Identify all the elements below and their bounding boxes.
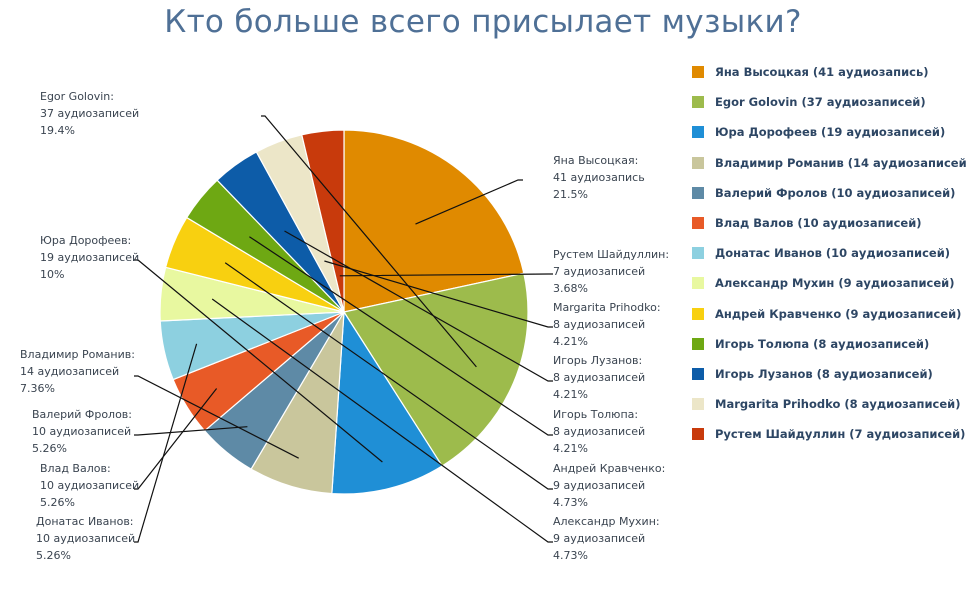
pie-callout-labels: Яна Высоцкая: 41 аудиозапись 21.5% Egor Gol… — [20, 90, 669, 562]
legend-label: Рустем Шайдуллин (7 аудиозаписей) — [715, 427, 966, 442]
pie-chart: Яна Высоцкая: 41 аудиозапись 21.5% Egor Gol… — [20, 90, 669, 562]
chart-title: Кто больше всего присылает музыки? — [164, 4, 802, 40]
legend-label: Яна Высоцкая (41 аудиозапись) — [715, 65, 929, 79]
leader-line-egor-golovin — [261, 115, 477, 368]
legend-label: Донатас Иванов (10 аудиозаписей) — [715, 246, 951, 261]
leader-line-влад-валов — [134, 388, 218, 490]
legend-label: Юра Дорофеев (19 аудиозаписей) — [715, 125, 946, 140]
legend-swatch — [692, 247, 704, 260]
legend-label: Валерий Фролов (10 аудиозаписей) — [715, 185, 956, 200]
legend-label: Александр Мухин (9 аудиозаписей) — [715, 276, 955, 291]
callout-label-александр-мухин: Александр Мухин: 9 аудиозаписей 4.73% — [553, 515, 660, 562]
callout-label-юра-дорофеев: Юра Дорофеев: 19 аудиозаписей 10% — [40, 234, 139, 281]
legend-label: Игорь Толюпа (8 аудиозаписей) — [715, 336, 930, 351]
legend-item-андрей-кравченко: Андрей Кравченко (9 аудиозаписей) — [690, 304, 966, 334]
legend-swatch — [692, 96, 704, 109]
legend-swatch — [692, 66, 704, 78]
pie-slice-egor-golovin — [343, 272, 529, 467]
leader-line-рустем-шайдуллин — [339, 273, 553, 277]
callout-label-яна-высоцкая: Яна Высоцкая: 41 аудиозапись 21.5% — [553, 154, 645, 201]
callout-label-андрей-кравченко: Андрей Кравченко: 9 аудиозаписей 4.73% — [553, 462, 665, 509]
legend-item-юра-дорофеев: Юра Дорофеев (19 аудиозаписей) — [690, 122, 966, 152]
callout-label-margarita-prihodko: Margarita Prihodko: 8 аудиозаписей 4.21% — [553, 301, 661, 348]
legend-swatch — [692, 126, 704, 139]
callout-label-игорь-толюпа: Игорь Толюпа: 8 аудиозаписей 4.21% — [553, 408, 645, 455]
legend-item-игорь-толюпа: Игорь Толюпа (8 аудиозаписей) — [690, 334, 966, 364]
legend-item-egor-golovin: Egor Golovin (37 аудиозаписей) — [690, 92, 966, 122]
legend-label: Влад Валов (10 аудиозаписей) — [715, 215, 922, 230]
pie-slice-рустем-шайдуллин — [301, 129, 345, 313]
callout-label-валерий-фролов: Валерий Фролов: 10 аудиозаписей 5.26% — [32, 408, 132, 455]
legend-label: Игорь Лузанов (8 аудиозаписей) — [715, 366, 933, 381]
legend-swatch — [692, 337, 704, 350]
legend-swatch — [692, 307, 704, 320]
legend-swatch — [692, 398, 704, 411]
legend-item-margarita-prihodko: Margarita Prihodko (8 аудиозаписей) — [690, 394, 966, 424]
legend-swatch — [692, 156, 704, 169]
leader-line-юра-дорофеев — [134, 259, 383, 463]
legend: Яна Высоцкая (41 аудиозапись) Egor Golovi… — [690, 62, 966, 454]
legend-item-владимир-романив: Владимир Романив (14 аудиозаписей — [690, 153, 966, 183]
legend-label: Владимир Романив (14 аудиозаписей — [715, 155, 966, 170]
legend-label: Андрей Кравченко (9 аудиозаписей) — [715, 306, 962, 321]
leader-line-владимир-романив — [134, 375, 299, 459]
legend-item-влад-валов: Влад Валов (10 аудиозаписей) — [690, 213, 966, 243]
legend-swatch — [692, 367, 704, 380]
callout-label-игорь-лузанов: Игорь Лузанов: 8 аудиозаписей 4.21% — [553, 354, 645, 401]
legend-swatch — [692, 277, 704, 290]
legend-item-донатас-иванов: Донатас Иванов (10 аудиозаписей) — [690, 243, 966, 273]
leader-line-игорь-лузанов — [284, 230, 553, 382]
leader-line-донатас-иванов — [134, 343, 198, 543]
legend-item-игорь-лузанов: Игорь Лузанов (8 аудиозаписей) — [690, 364, 966, 394]
callout-label-рустем-шайдуллин: Рустем Шайдуллин: 7 аудиозаписей 3.68% — [553, 248, 669, 295]
callout-label-донатас-иванов: Донатас Иванов: 10 аудиозаписей 5.26% — [36, 515, 135, 562]
callout-label-владимир-романив: Владимир Романив: 14 аудиозаписей 7.36% — [20, 348, 135, 395]
legend-item-рустем-шайдуллин: Рустем Шайдуллин (7 аудиозаписей) — [690, 424, 966, 454]
legend-item-александр-мухин: Александр Мухин (9 аудиозаписей) — [690, 273, 966, 303]
legend-label: Egor Golovin (37 аудиозаписей) — [715, 95, 926, 110]
legend-swatch — [692, 186, 704, 199]
leader-line-андрей-кравченко — [224, 262, 553, 490]
pie-leader-lines — [134, 115, 553, 543]
legend-item-валерий-фролов: Валерий Фролов (10 аудиозаписей) — [690, 183, 966, 213]
legend-swatch — [692, 216, 704, 229]
callout-label-влад-валов: Влад Валов: 10 аудиозаписей 5.26% — [40, 462, 139, 509]
pie-slices — [159, 129, 529, 495]
legend-label: Margarita Prihodko (8 аудиозаписей) — [715, 397, 961, 412]
leader-line-яна-высоцкая — [415, 179, 523, 225]
leader-line-александр-мухин — [211, 298, 553, 543]
leader-line-валерий-фролов — [134, 426, 248, 436]
leader-line-игорь-толюпа — [249, 236, 553, 436]
pie-slice-яна-высоцкая — [343, 129, 525, 313]
leader-line-margarita-prihodko — [324, 260, 553, 328]
legend-swatch — [692, 428, 704, 441]
callout-label-egor-golovin: Egor Golovin: 37 аудиозаписей 19.4% — [40, 90, 139, 137]
legend-item-яна-высоцкая: Яна Высоцкая (41 аудиозапись) — [690, 62, 966, 92]
